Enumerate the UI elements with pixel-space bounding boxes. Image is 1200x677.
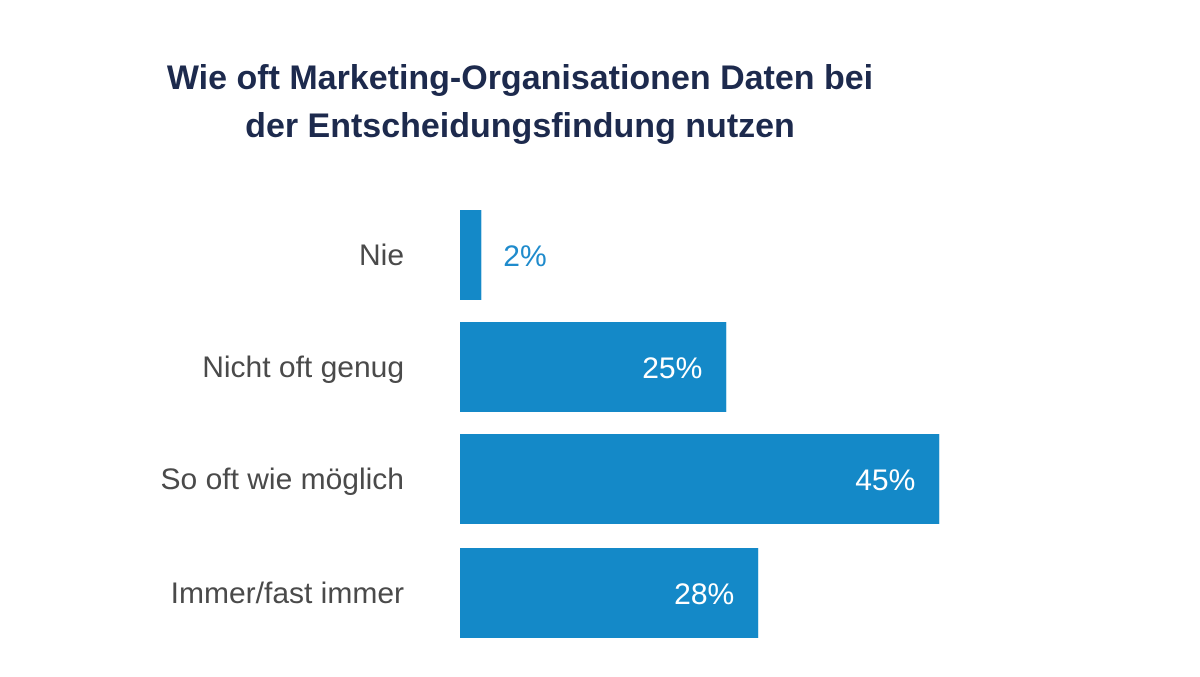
- category-label: Nie: [359, 239, 404, 272]
- bar: [460, 210, 482, 300]
- value-label: 28%: [674, 578, 734, 611]
- value-label: 45%: [855, 464, 915, 497]
- value-label: 2%: [503, 240, 546, 273]
- bar: [460, 322, 727, 412]
- bars-group: Nie 2% Nicht oft genug 25% So oft wie möglic…: [161, 210, 940, 638]
- bar: [460, 434, 940, 524]
- category-label: Immer/fast immer: [171, 577, 404, 610]
- chart-title-line-2: der Entscheidungsfindung nutzen: [245, 107, 795, 145]
- bar: [460, 548, 759, 638]
- chart-title-line-1: Wie oft Marketing-Organisationen Daten b…: [166, 59, 874, 97]
- value-label: 25%: [642, 352, 702, 385]
- category-label: So oft wie möglich: [161, 463, 404, 496]
- chart-title: Wie oft Marketing-Organisationen Daten b…: [80, 54, 960, 150]
- category-label: Nicht oft genug: [202, 351, 404, 384]
